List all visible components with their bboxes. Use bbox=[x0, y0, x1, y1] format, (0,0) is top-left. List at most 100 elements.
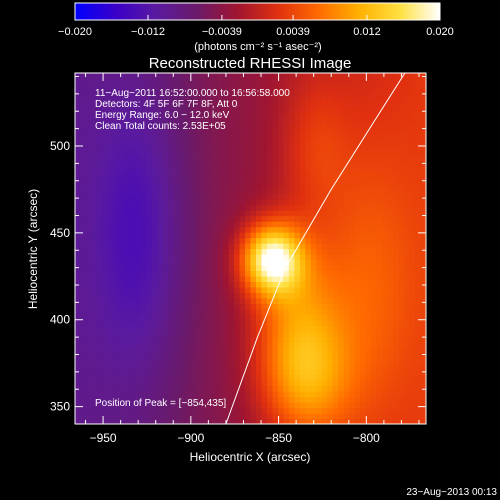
heatmap-cell bbox=[387, 264, 394, 272]
heatmap-cell bbox=[80, 402, 87, 409]
heatmap-cell bbox=[343, 363, 350, 370]
heatmap-cell bbox=[75, 193, 82, 200]
heatmap-cell bbox=[179, 221, 186, 228]
heatmap-cell bbox=[239, 160, 246, 167]
heatmap-cell bbox=[365, 89, 372, 96]
heatmap-cell bbox=[201, 73, 208, 80]
heatmap-cell bbox=[310, 341, 317, 348]
heatmap-cell bbox=[266, 127, 274, 134]
heatmap-cell bbox=[113, 347, 120, 354]
heatmap-cell bbox=[371, 319, 378, 326]
heatmap-cell bbox=[140, 259, 147, 266]
heatmap-cell bbox=[250, 330, 257, 337]
heatmap-cell bbox=[135, 100, 142, 107]
heatmap-cell bbox=[299, 347, 306, 354]
heatmap-cell bbox=[255, 363, 263, 370]
heatmap-cell bbox=[316, 111, 323, 118]
heatmap-cell bbox=[168, 171, 175, 178]
heatmap-cell bbox=[393, 100, 400, 107]
heatmap-cell bbox=[277, 253, 284, 261]
heatmap-cell bbox=[96, 363, 104, 370]
heatmap-cell bbox=[146, 391, 153, 398]
heatmap-cell bbox=[305, 292, 312, 299]
heatmap-cell bbox=[349, 308, 356, 315]
heatmap-cell bbox=[305, 127, 312, 134]
heatmap-cell bbox=[415, 73, 422, 80]
heatmap-cell bbox=[228, 413, 235, 420]
heatmap-cell bbox=[299, 413, 306, 420]
heatmap-cell bbox=[420, 314, 426, 321]
heatmap-cell bbox=[217, 330, 224, 337]
heatmap-cell bbox=[190, 144, 197, 151]
heatmap-cell bbox=[316, 292, 323, 299]
heatmap-cell bbox=[316, 303, 323, 310]
heatmap-cell bbox=[332, 347, 339, 354]
heatmap-cell bbox=[266, 177, 274, 184]
heatmap-cell bbox=[387, 177, 394, 184]
heatmap-cell bbox=[217, 303, 224, 310]
heatmap-cell bbox=[228, 270, 235, 277]
heatmap-cell bbox=[299, 149, 306, 156]
heatmap-cell bbox=[360, 199, 367, 206]
heatmap-cell bbox=[75, 89, 82, 96]
heatmap-cell bbox=[393, 232, 400, 239]
heatmap-cell bbox=[124, 253, 131, 261]
heatmap-cell bbox=[173, 275, 180, 282]
heatmap-cell bbox=[387, 385, 394, 392]
heatmap-cell bbox=[162, 402, 169, 409]
heatmap-cell bbox=[201, 292, 208, 299]
heatmap-cell bbox=[409, 336, 416, 343]
heatmap-cell bbox=[157, 188, 164, 195]
heatmap-cell bbox=[129, 380, 136, 387]
heatmap-cell bbox=[321, 166, 328, 173]
heatmap-cell bbox=[299, 352, 306, 359]
heatmap-cell bbox=[376, 286, 383, 293]
heatmap-cell bbox=[107, 100, 114, 107]
heatmap-cell bbox=[327, 418, 334, 424]
heatmap-cell bbox=[316, 347, 323, 354]
heatmap-cell bbox=[157, 237, 164, 244]
heatmap-cell bbox=[365, 418, 372, 424]
heatmap-cell bbox=[305, 286, 312, 293]
heatmap-cell bbox=[146, 330, 153, 337]
heatmap-cell bbox=[343, 171, 350, 178]
heatmap-cell bbox=[102, 308, 109, 315]
heatmap-cell bbox=[223, 330, 230, 337]
heatmap-cell bbox=[107, 308, 114, 315]
heatmap-cell bbox=[288, 111, 295, 118]
heatmap-cell bbox=[129, 314, 136, 321]
heatmap-cell bbox=[129, 330, 136, 337]
heatmap-cell bbox=[234, 402, 241, 409]
heatmap-cell bbox=[195, 325, 202, 332]
heatmap-cell bbox=[157, 325, 164, 332]
heatmap-cell bbox=[80, 210, 87, 217]
heatmap-cell bbox=[272, 281, 279, 288]
heatmap-cell bbox=[415, 133, 422, 140]
heatmap-cell bbox=[393, 73, 400, 80]
heatmap-cell bbox=[85, 122, 93, 129]
heatmap-cell bbox=[332, 122, 339, 129]
heatmap-cell bbox=[305, 232, 312, 239]
heatmap-cell bbox=[162, 336, 169, 343]
heatmap-cell bbox=[305, 314, 312, 321]
heatmap-cell bbox=[332, 111, 339, 118]
heatmap-cell bbox=[85, 188, 93, 195]
heatmap-cell bbox=[360, 89, 367, 96]
heatmap-cell bbox=[387, 413, 394, 420]
heatmap-cell bbox=[217, 347, 224, 354]
heatmap-cell bbox=[157, 319, 164, 326]
heatmap-cell bbox=[272, 182, 279, 189]
heatmap-cell bbox=[75, 319, 82, 326]
heatmap-cell bbox=[288, 138, 295, 145]
heatmap-cell bbox=[195, 253, 202, 261]
heatmap-cell bbox=[157, 259, 164, 266]
heatmap-cell bbox=[179, 341, 186, 348]
heatmap-cell bbox=[234, 138, 241, 145]
heatmap-cell bbox=[261, 155, 268, 162]
heatmap-cell bbox=[118, 122, 125, 129]
heatmap-cell bbox=[151, 374, 158, 381]
heatmap-cell bbox=[266, 237, 274, 244]
heatmap-cell bbox=[85, 221, 93, 228]
heatmap-cell bbox=[250, 221, 257, 228]
heatmap-cell bbox=[398, 188, 405, 195]
